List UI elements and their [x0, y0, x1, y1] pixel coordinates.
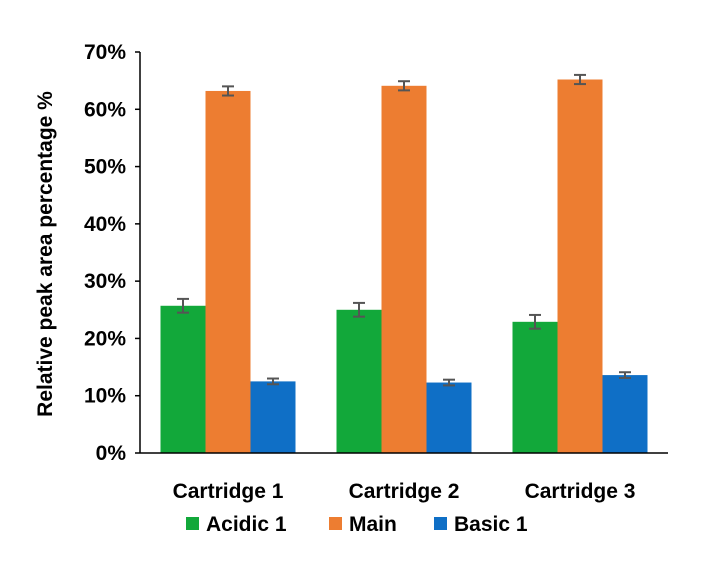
bar	[512, 321, 558, 453]
y-tick-label: 0%	[96, 442, 127, 465]
x-axis-categories: Cartridge 1 Cartridge 2 Cartridge 3	[173, 480, 636, 503]
legend-swatch	[186, 517, 199, 530]
bar	[205, 90, 251, 453]
y-tick-label: 20%	[84, 327, 126, 350]
bar	[381, 85, 427, 453]
error-bars	[177, 73, 631, 387]
x-tick-label: Cartridge 1	[173, 480, 284, 503]
y-tick-label: 40%	[84, 213, 126, 236]
x-tick-label: Cartridge 2	[349, 480, 460, 503]
bar	[250, 381, 296, 453]
bar	[557, 79, 603, 454]
y-tick-label: 50%	[84, 156, 126, 179]
bar	[602, 375, 648, 453]
y-tick-label: 30%	[84, 270, 126, 293]
y-axis-label: Relative peak area percentage %	[34, 91, 57, 417]
legend-swatch	[329, 517, 342, 530]
bar	[336, 309, 382, 453]
legend-label: Basic 1	[454, 513, 528, 536]
legend-label: Main	[349, 513, 397, 536]
y-tick-label: 10%	[84, 385, 126, 408]
x-tick-label: Cartridge 3	[525, 480, 636, 503]
legend-swatch	[434, 517, 447, 530]
bar	[426, 382, 472, 453]
y-tick-label: 70%	[84, 41, 126, 64]
bars	[160, 79, 648, 454]
legend: Acidic 1 Main Basic 1	[186, 513, 528, 536]
y-tick-label: 60%	[84, 98, 126, 121]
legend-label: Acidic 1	[206, 513, 287, 536]
y-axis-ticks: 0% 10% 20% 30% 40% 50% 60% 70%	[84, 41, 140, 465]
bar	[160, 305, 206, 453]
